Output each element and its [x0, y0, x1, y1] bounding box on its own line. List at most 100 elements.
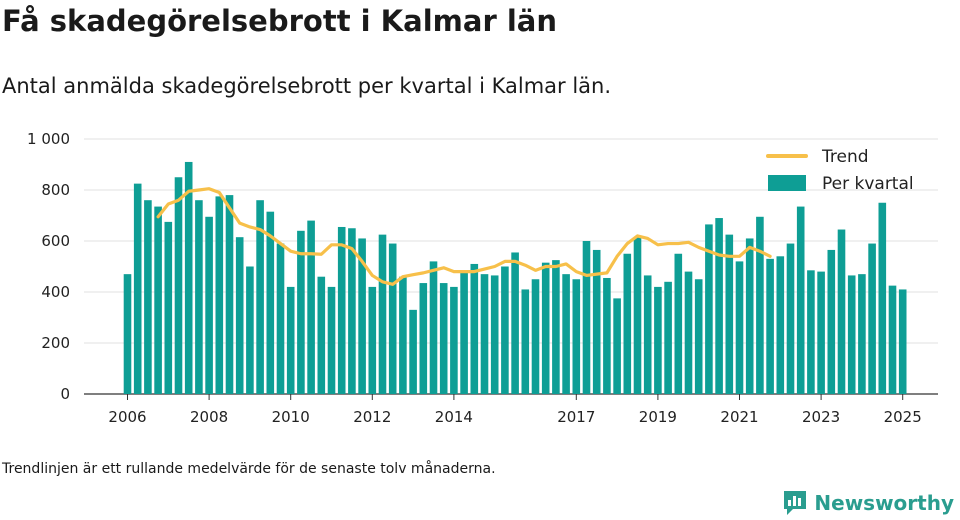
bar	[582, 241, 591, 394]
bar	[174, 177, 183, 394]
bar	[511, 252, 519, 394]
x-tick-label: 2025	[884, 408, 922, 426]
bar	[409, 309, 417, 394]
bar	[633, 237, 642, 394]
bar	[756, 216, 764, 394]
x-tick-label: 2019	[639, 408, 677, 426]
bar	[705, 224, 713, 394]
bar	[450, 286, 458, 394]
bar	[164, 221, 173, 395]
y-tick-label: 200	[41, 334, 70, 352]
bar	[735, 261, 744, 394]
bar	[837, 229, 846, 394]
bar	[521, 289, 530, 394]
bar	[827, 249, 836, 394]
bar	[858, 274, 866, 394]
bar	[674, 253, 683, 394]
bar	[847, 275, 856, 394]
bar	[235, 237, 244, 394]
bar	[531, 279, 540, 394]
bar	[184, 161, 193, 394]
brand[interactable]: Newsworthy	[782, 489, 954, 517]
bar	[286, 286, 295, 394]
bar	[562, 274, 570, 394]
newsworthy-logo-icon	[784, 491, 807, 515]
x-tick-label: 2010	[272, 408, 310, 426]
bar	[888, 285, 897, 395]
bar	[439, 283, 448, 394]
y-tick-label: 400	[41, 283, 70, 301]
legend-bar-label: Per kvartal	[822, 174, 914, 194]
bar	[256, 200, 264, 394]
bar	[215, 196, 224, 395]
bar	[368, 286, 377, 394]
bar	[144, 200, 152, 394]
bar	[878, 202, 887, 394]
bar	[378, 234, 387, 395]
bar	[154, 206, 162, 394]
legend-bar-swatch	[768, 175, 806, 191]
bar	[246, 266, 254, 394]
bar	[572, 279, 581, 394]
bar	[715, 218, 723, 394]
x-tick-label: 2006	[108, 408, 146, 426]
bar	[399, 276, 407, 394]
bar	[684, 271, 693, 394]
bar	[266, 211, 275, 394]
bar	[388, 243, 397, 394]
bar	[225, 195, 234, 394]
legend: Trend Per kvartal	[766, 147, 914, 194]
bar	[297, 230, 305, 394]
x-tick-label: 2023	[802, 408, 840, 426]
bar	[337, 226, 346, 394]
bar	[654, 286, 662, 394]
x-tick-label: 2021	[720, 408, 758, 426]
bar	[480, 274, 489, 394]
bar	[694, 279, 703, 394]
bar	[817, 271, 825, 394]
y-tick-label: 600	[41, 232, 70, 250]
bars	[123, 161, 907, 395]
bar	[205, 216, 213, 394]
y-tick-label: 0	[60, 385, 70, 403]
bar	[501, 266, 509, 394]
bar	[603, 277, 611, 394]
x-tick-label: 2012	[353, 408, 391, 426]
bar	[643, 275, 652, 394]
bar	[195, 200, 203, 394]
bar	[898, 289, 907, 394]
bar	[552, 260, 560, 395]
bar	[307, 220, 315, 394]
bar	[613, 298, 621, 395]
bar	[460, 271, 468, 394]
bar	[664, 281, 672, 394]
bar	[358, 238, 366, 394]
bar	[796, 206, 805, 394]
bar	[807, 270, 815, 394]
bar	[276, 243, 285, 394]
bar	[348, 228, 356, 394]
trend-line	[156, 187, 772, 286]
x-tick-label: 2014	[435, 408, 473, 426]
bar	[419, 283, 428, 394]
bar	[868, 243, 876, 394]
axes: 2006 2008 2010 2012 2014 2017 2019 2021 2023 2025	[108, 394, 922, 426]
bar	[327, 286, 336, 394]
trend-line-layer	[156, 187, 772, 286]
bar	[133, 183, 142, 395]
bar	[725, 234, 734, 395]
bar	[429, 261, 438, 394]
bar	[541, 262, 550, 394]
bar	[745, 238, 754, 394]
y-tick-label: 1 000	[27, 130, 70, 148]
brand-name: Newsworthy	[814, 491, 954, 515]
x-tick-label: 2017	[557, 408, 595, 426]
footnote: Trendlinjen är ett rullande medelvärde f…	[2, 461, 496, 477]
bar	[490, 275, 499, 394]
legend-trend-label: Trend	[821, 147, 869, 167]
chart-title: Få skadegörelsebrott i Kalmar län	[2, 4, 558, 38]
bar	[470, 263, 479, 394]
chart-subtitle: Antal anmälda skadegörelsebrott per kvar…	[2, 74, 612, 98]
bar	[592, 249, 601, 394]
